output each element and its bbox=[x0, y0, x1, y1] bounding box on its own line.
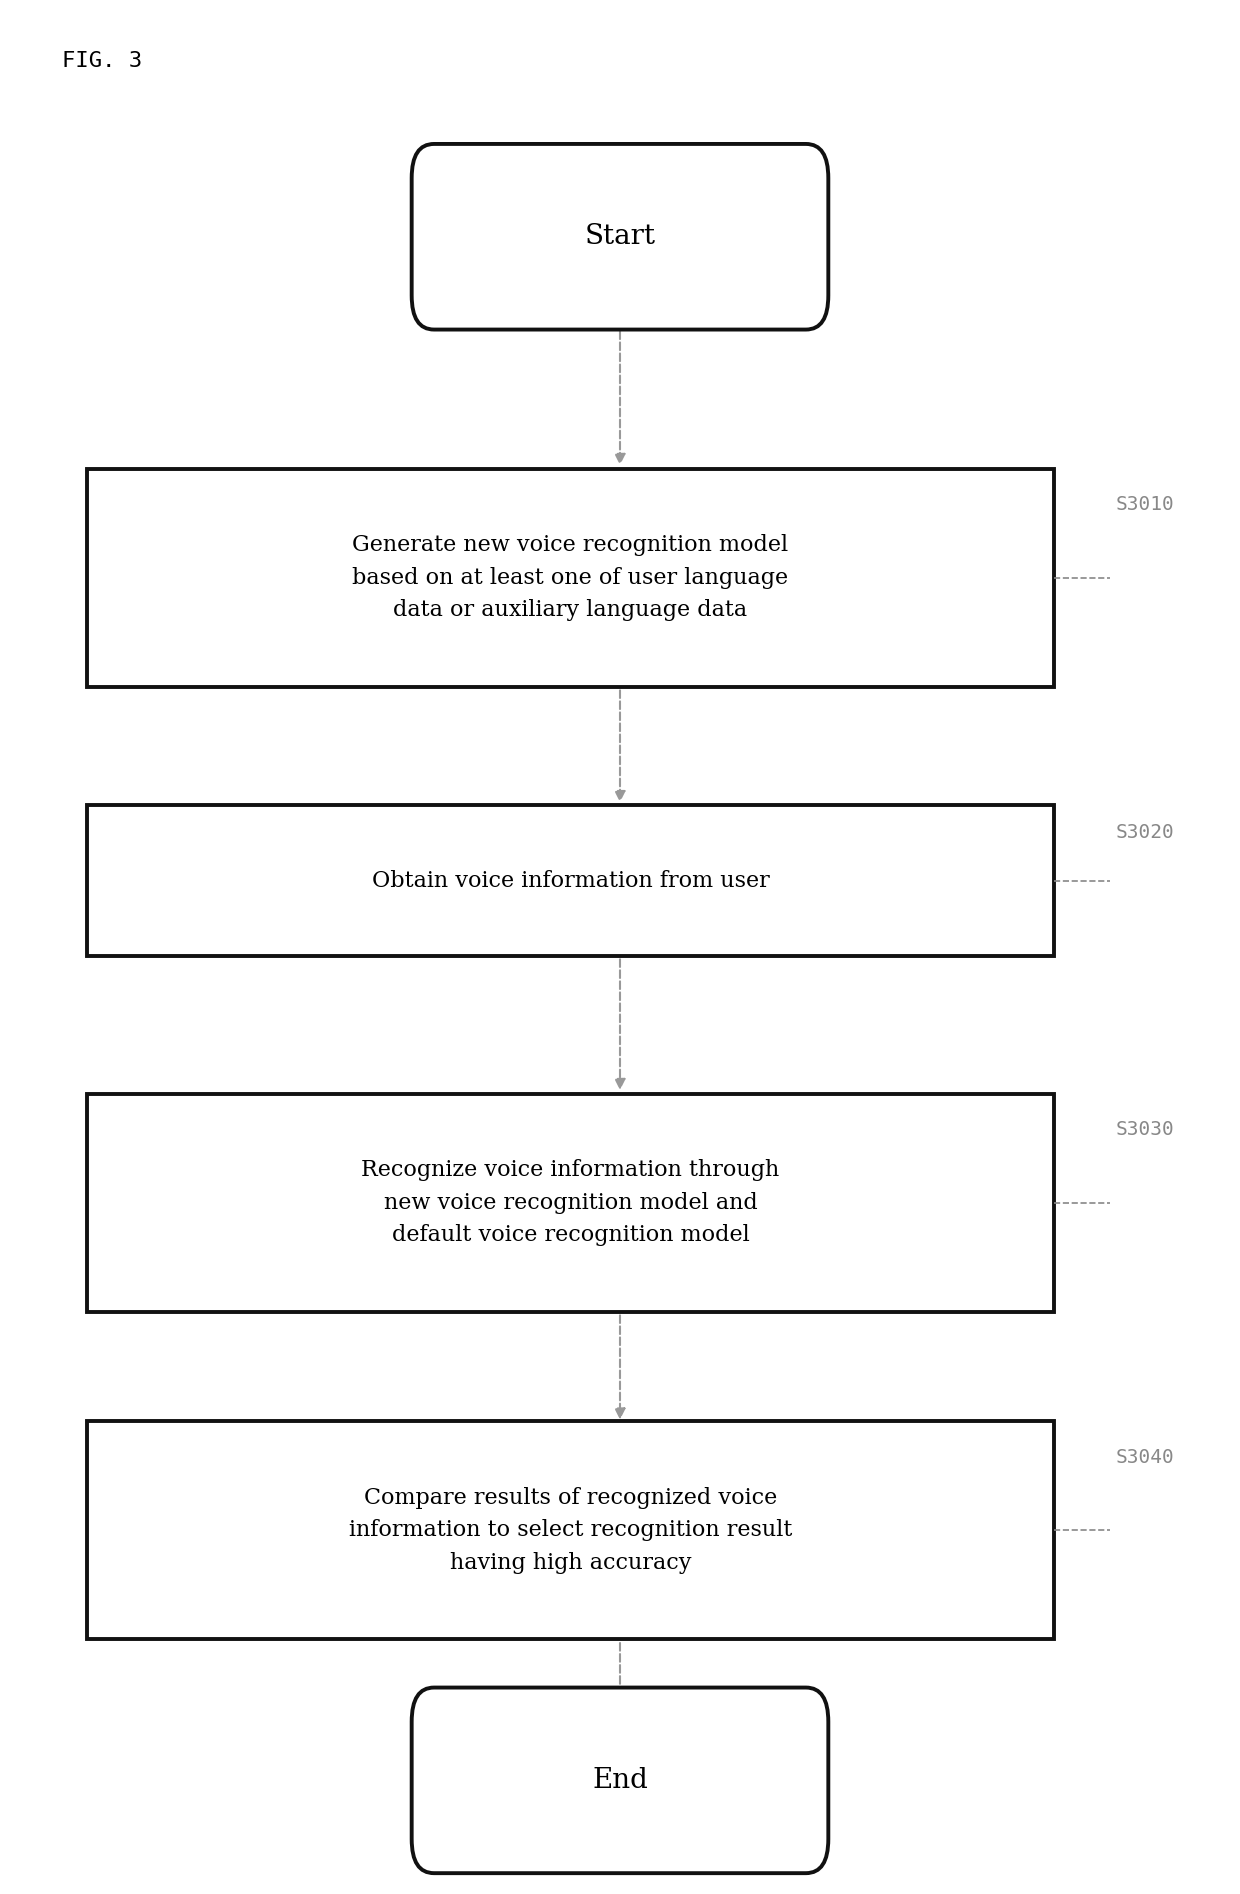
Text: FIG. 3: FIG. 3 bbox=[62, 51, 143, 72]
Text: S3010: S3010 bbox=[1116, 494, 1174, 513]
Text: Start: Start bbox=[584, 223, 656, 250]
Text: Generate new voice recognition model
based on at least one of user language
data: Generate new voice recognition model bas… bbox=[352, 534, 789, 621]
FancyBboxPatch shape bbox=[87, 468, 1054, 688]
FancyBboxPatch shape bbox=[87, 805, 1054, 956]
Text: End: End bbox=[591, 1767, 649, 1794]
FancyBboxPatch shape bbox=[87, 1095, 1054, 1311]
Text: S3030: S3030 bbox=[1116, 1119, 1174, 1138]
FancyBboxPatch shape bbox=[87, 1420, 1054, 1638]
Text: Compare results of recognized voice
information to select recognition result
hav: Compare results of recognized voice info… bbox=[348, 1487, 792, 1574]
Text: Obtain voice information from user: Obtain voice information from user bbox=[372, 869, 769, 892]
Text: Recognize voice information through
new voice recognition model and
default voic: Recognize voice information through new … bbox=[361, 1159, 780, 1246]
Text: S3020: S3020 bbox=[1116, 824, 1174, 843]
Text: S3040: S3040 bbox=[1116, 1447, 1174, 1466]
FancyBboxPatch shape bbox=[412, 144, 828, 330]
FancyBboxPatch shape bbox=[412, 1688, 828, 1873]
